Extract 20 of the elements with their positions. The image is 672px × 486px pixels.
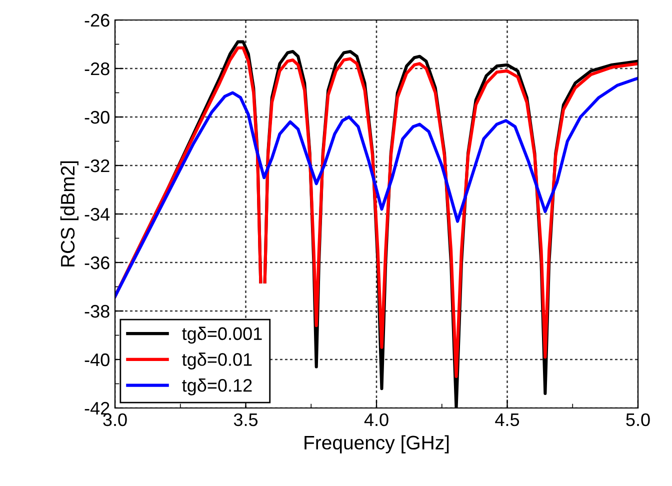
line-series — [115, 76, 638, 298]
y-tick-label: -42 — [84, 402, 110, 415]
y-tick-label: -40 — [84, 353, 110, 366]
y-axis-title: RCS [dBm2] — [60, 161, 78, 266]
x-tick-label: 4.0 — [364, 413, 388, 426]
legend-label: tgδ=0.001 — [182, 326, 262, 344]
y-tick-label: -30 — [84, 110, 110, 124]
y-tick-label: -26 — [84, 14, 110, 27]
legend-label: tgδ=0.01 — [182, 352, 252, 370]
y-tick-label: -36 — [84, 256, 110, 270]
legend-label: tgδ=0.12 — [182, 378, 252, 396]
x-tick-label: 5.0 — [626, 413, 650, 426]
x-tick-label: 4.5 — [495, 414, 520, 426]
y-tick-label: -38 — [84, 304, 110, 318]
x-tick-label: 3.0 — [103, 413, 127, 426]
y-tick-label: -32 — [84, 159, 110, 172]
y-tick-label: -28 — [84, 62, 110, 76]
y-tick-label: -34 — [84, 208, 110, 221]
x-axis-title: Frequency [GHz] — [304, 435, 449, 454]
x-tick-label: 3.5 — [234, 413, 258, 426]
